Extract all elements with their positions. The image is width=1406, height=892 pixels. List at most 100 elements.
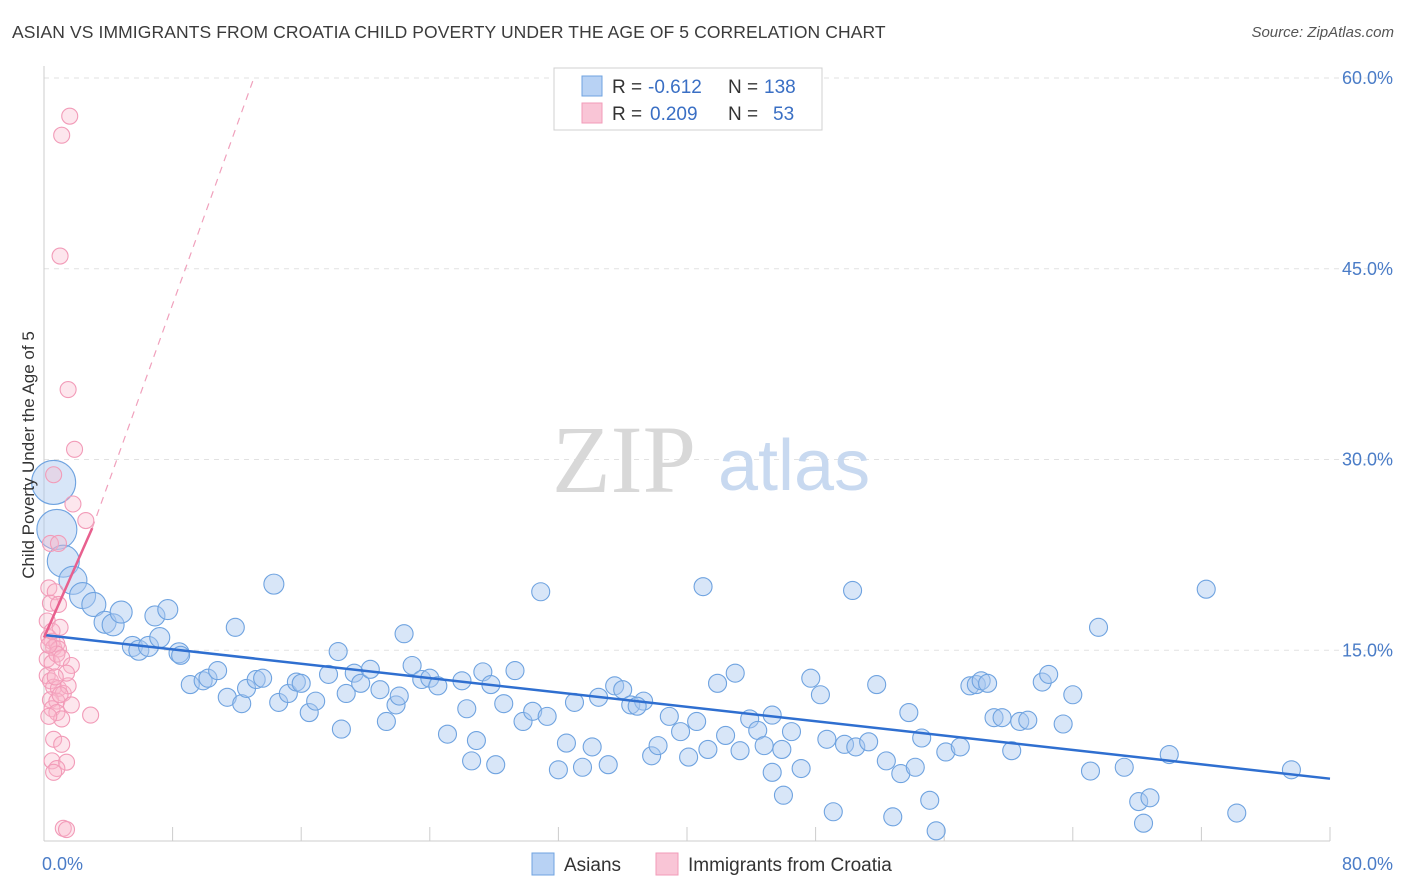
- point-asian: [1133, 813, 1154, 833]
- point-croatia: [51, 247, 69, 265]
- point-asian: [109, 600, 133, 624]
- point-asian: [817, 729, 837, 749]
- legend-bottom-swatch-asians: [531, 852, 555, 876]
- point-asian: [505, 661, 525, 681]
- point-asian: [899, 703, 919, 723]
- point-asian: [1080, 761, 1101, 781]
- point-asian: [791, 758, 811, 779]
- legend-bottom: Asians Immigrants from Croatia: [531, 852, 892, 876]
- gridlines: [44, 77, 1392, 651]
- legend-n-label-1: N =: [728, 77, 758, 98]
- point-asian: [1114, 757, 1134, 777]
- point-croatia: [57, 664, 76, 682]
- point-asian: [278, 683, 298, 704]
- legend-bottom-asians: Asians: [564, 855, 621, 876]
- point-asian: [834, 734, 855, 754]
- point-croatia: [53, 735, 71, 753]
- point-asian: [843, 580, 863, 601]
- point-asian: [466, 730, 486, 751]
- point-asian: [462, 751, 482, 771]
- legend-r-value-1: -0.612: [648, 77, 702, 98]
- point-croatia: [64, 495, 82, 513]
- y-tick-label: 15.0%: [1342, 640, 1393, 660]
- point-asian: [659, 706, 679, 726]
- point-asian: [457, 699, 477, 719]
- point-asian: [1039, 664, 1059, 684]
- point-asian: [716, 725, 736, 746]
- point-asian: [217, 687, 237, 707]
- point-croatia: [51, 686, 69, 704]
- point-asian: [494, 694, 514, 714]
- trend-line-croatia: [42, 527, 94, 639]
- point-asian: [905, 757, 925, 777]
- point-asian: [876, 751, 896, 771]
- y-axis-label: Child Poverty Under the Age of 5: [19, 331, 38, 579]
- point-croatia: [53, 710, 71, 728]
- point-asian: [1053, 714, 1073, 734]
- point-asian: [1140, 788, 1160, 808]
- point-asian: [698, 739, 718, 759]
- point-asian: [101, 613, 125, 637]
- legend-swatch-croatia: [581, 102, 603, 124]
- watermark: ZIP atlas: [552, 406, 870, 513]
- legend-n-value-1: 138: [764, 77, 796, 98]
- y-tick-label: 30.0%: [1342, 450, 1393, 470]
- point-asian: [773, 785, 794, 805]
- point-asian: [232, 694, 252, 714]
- point-croatia: [59, 381, 77, 399]
- point-asian: [810, 685, 830, 705]
- point-asian: [1018, 710, 1038, 730]
- point-asian: [331, 719, 351, 739]
- point-croatia: [49, 534, 68, 552]
- point-croatia: [43, 654, 61, 672]
- point-asian: [437, 724, 458, 744]
- point-asian: [950, 737, 970, 757]
- point-asian: [978, 673, 998, 693]
- y-tick-label: 60.0%: [1342, 68, 1393, 88]
- point-asian: [781, 722, 802, 742]
- legend-bottom-croatia: Immigrants from Croatia: [688, 855, 892, 876]
- point-asian: [36, 508, 78, 550]
- point-asian: [149, 626, 171, 649]
- point-asian: [394, 624, 414, 644]
- tick-labels: 15.0% 30.0% 45.0% 60.0% 0.0% 80.0%: [42, 68, 1393, 874]
- point-asian: [531, 582, 551, 602]
- point-asian: [582, 737, 602, 757]
- point-croatia: [45, 466, 63, 484]
- point-asian: [246, 669, 266, 690]
- point-asian: [725, 663, 745, 683]
- point-asian: [693, 577, 713, 597]
- point-asian: [291, 673, 311, 693]
- trend-line-asians: [43, 633, 1331, 780]
- point-asian: [936, 742, 956, 762]
- point-asian: [81, 591, 107, 618]
- point-asian: [370, 680, 390, 700]
- point-croatia: [61, 107, 79, 125]
- point-asian: [984, 708, 1004, 728]
- point-asian: [523, 701, 543, 721]
- point-asian: [707, 673, 728, 693]
- point-asian: [823, 802, 843, 822]
- point-asian: [867, 675, 887, 695]
- legend-n-value-2: 53: [773, 104, 794, 125]
- point-asian: [253, 668, 273, 688]
- point-asian: [1002, 741, 1022, 761]
- point-asian: [801, 668, 821, 688]
- point-asian: [920, 790, 940, 810]
- point-asian: [572, 757, 593, 777]
- source-credit: Source: ZipAtlas.com: [1251, 24, 1394, 41]
- legend-top: R = -0.612 N = 138 R = 0.209 N = 53: [553, 67, 823, 131]
- point-asian: [198, 668, 218, 688]
- point-asian: [428, 676, 448, 696]
- point-asian: [648, 736, 668, 756]
- point-asian: [556, 733, 576, 753]
- point-croatia: [82, 706, 100, 724]
- point-croatia: [46, 668, 64, 686]
- point-croatia: [77, 511, 95, 530]
- point-asian: [687, 711, 707, 732]
- point-asian: [859, 732, 879, 752]
- point-asian: [1010, 711, 1030, 732]
- point-asian: [1227, 803, 1247, 823]
- point-croatia: [40, 636, 58, 654]
- point-asian: [157, 599, 179, 621]
